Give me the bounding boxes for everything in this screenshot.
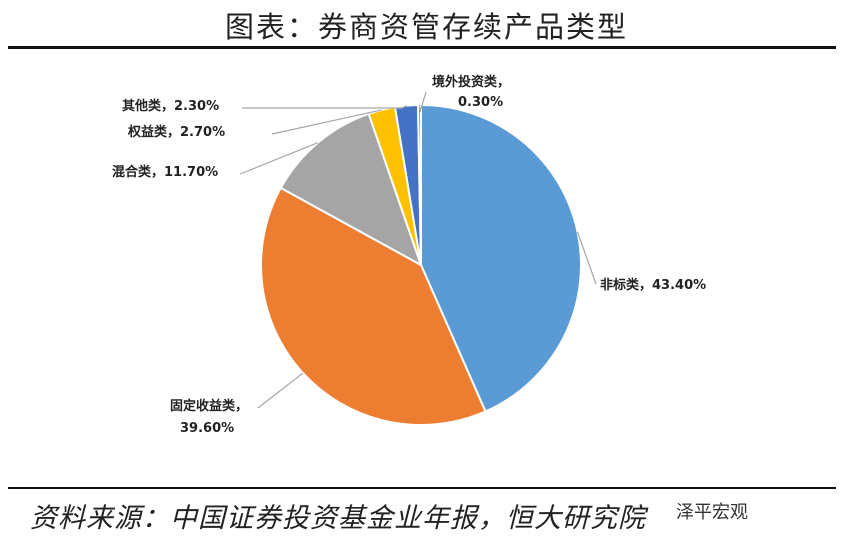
leader-line: [577, 231, 597, 285]
watermark: 泽平宏观: [676, 502, 748, 523]
label-fixed-income-line1: 固定收益类，: [170, 398, 248, 414]
leader-line: [418, 91, 427, 113]
chart-title: 图表：券商资管存续产品类型: [224, 10, 628, 44]
top-rule: [8, 46, 836, 49]
leader-line: [271, 109, 382, 135]
label-fixed-income-line2: 39.60%: [180, 421, 234, 436]
source-note: 资料来源：中国证券投资基金业年报，恒大研究院: [30, 503, 646, 534]
label-overseas-line1: 境外投资类，: [432, 74, 510, 90]
leader-line: [257, 372, 304, 409]
leader-line: [239, 142, 319, 175]
leader-line: [242, 105, 407, 109]
label-other: 其他类，2.30%: [122, 98, 219, 114]
label-nonstandard: 非标类，43.40%: [600, 277, 706, 293]
bottom-rule: [8, 487, 836, 489]
label-mixed: 混合类，11.70%: [112, 164, 218, 180]
pie-slice: [279, 112, 423, 268]
label-equity: 权益类，2.70%: [127, 124, 225, 140]
pie-chart: 非标类，43.40% 固定收益类， 39.60% 混合类，11.70% 权益类，…: [112, 74, 706, 436]
label-overseas-line2: 0.30%: [458, 95, 503, 110]
